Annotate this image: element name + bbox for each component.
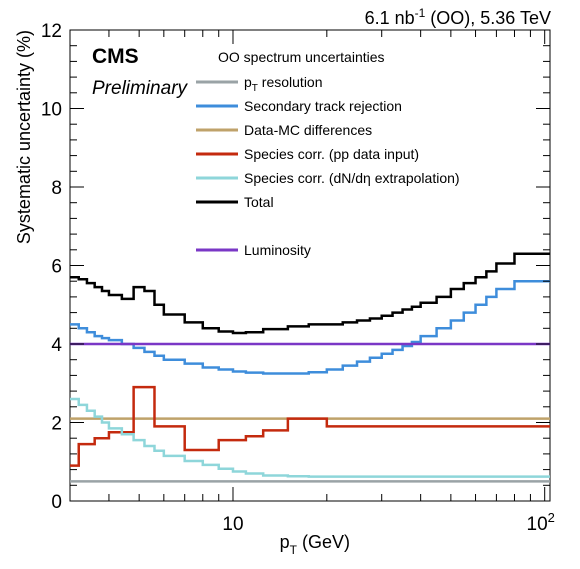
legend-label: Species corr. (pp data input) [244, 146, 419, 162]
legend-title: OO spectrum uncertainties [218, 49, 385, 65]
y-tick-label: 4 [51, 335, 62, 356]
y-axis: 0 2 4 6 8 10 12 [41, 21, 550, 513]
y-tick-label: 12 [41, 21, 62, 42]
legend-label: Species corr. (dN/dη extrapolation) [244, 170, 460, 186]
series-layer [70, 252, 550, 483]
lumi-label: 6.1 nb-1 (OO), 5.36 TeV [365, 6, 551, 28]
cms-label: CMS [92, 45, 139, 68]
x-tick-exponent: 2 [548, 510, 555, 525]
preliminary-label: Preliminary [92, 78, 189, 99]
y-tick-label: 6 [51, 257, 62, 278]
x-tick-label: 102 [527, 510, 555, 535]
x-tick-label: 10 [222, 514, 243, 535]
series-line-3 [70, 385, 550, 467]
y-tick-label: 2 [51, 414, 62, 435]
x-axis-title-main: p [280, 532, 290, 552]
y-tick-label: 10 [41, 100, 62, 121]
series-line-1 [70, 279, 550, 375]
lumi-exponent: -1 [415, 6, 426, 20]
x-axis-title-unit: (GeV) [297, 532, 350, 552]
legend-label: pT resolution [244, 74, 323, 94]
y-axis-title: Systematic uncertainty (%) [14, 30, 34, 244]
legend-label: Total [244, 194, 274, 210]
legend-label: Secondary track rejection [244, 98, 402, 114]
series-line-5 [70, 252, 550, 335]
legend-label: Data-MC differences [244, 122, 372, 138]
lumi-suffix: (OO), 5.36 TeV [425, 8, 551, 28]
y-tick-label: 0 [51, 492, 62, 513]
lumi-prefix: 6.1 nb [365, 8, 415, 28]
series-line-4 [70, 397, 550, 478]
y-tick-label: 8 [51, 178, 62, 199]
x-axis-title: pT (GeV) [280, 532, 350, 557]
legend: OO spectrum uncertainties pT resolution S… [196, 49, 460, 258]
x-axis: 10 102 [69, 30, 555, 535]
x-axis-title-sub: T [290, 543, 298, 557]
legend-label-luminosity: Luminosity [244, 242, 311, 258]
